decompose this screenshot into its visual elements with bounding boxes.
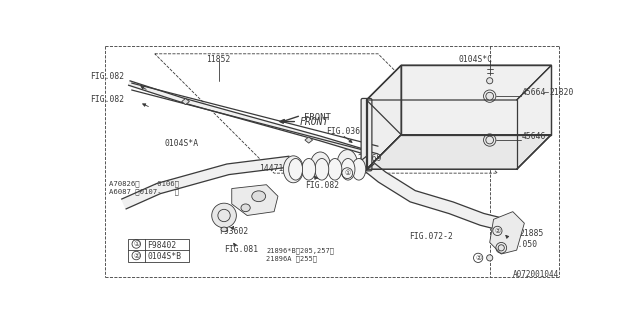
- Circle shape: [486, 136, 493, 144]
- Polygon shape: [182, 99, 189, 105]
- Polygon shape: [367, 65, 551, 100]
- Text: 45646: 45646: [522, 132, 547, 141]
- Polygon shape: [490, 212, 524, 254]
- Ellipse shape: [221, 227, 227, 232]
- Text: 11852: 11852: [207, 55, 231, 64]
- Text: ②: ②: [494, 228, 500, 234]
- Text: FIG.036: FIG.036: [326, 127, 360, 136]
- Polygon shape: [129, 81, 367, 155]
- Ellipse shape: [252, 191, 266, 202]
- FancyBboxPatch shape: [361, 99, 372, 171]
- Text: FRONT: FRONT: [300, 116, 329, 126]
- Text: ①: ①: [133, 241, 140, 247]
- Text: 0104S*A: 0104S*A: [164, 139, 199, 148]
- Ellipse shape: [241, 204, 250, 212]
- Text: A072001044: A072001044: [513, 270, 559, 279]
- Polygon shape: [401, 65, 551, 135]
- Text: FIG.072-2: FIG.072-2: [409, 232, 452, 241]
- Text: 21896*B〈205,257〉: 21896*B〈205,257〉: [266, 248, 334, 254]
- Text: A70826〈   -0106〉: A70826〈 -0106〉: [109, 181, 179, 188]
- Text: F93602: F93602: [219, 227, 248, 236]
- Circle shape: [486, 92, 493, 100]
- Polygon shape: [367, 65, 401, 169]
- Circle shape: [212, 203, 236, 228]
- Polygon shape: [232, 185, 278, 215]
- Text: FIG.082: FIG.082: [90, 95, 124, 105]
- Text: FIG.050: FIG.050: [503, 240, 537, 249]
- Text: 21869: 21869: [357, 154, 381, 163]
- Text: A6087 〈0107-   〉: A6087 〈0107- 〉: [109, 188, 179, 195]
- Text: ②: ②: [133, 252, 140, 259]
- Ellipse shape: [284, 156, 303, 183]
- Text: FRONT: FRONT: [304, 113, 331, 122]
- Text: F98402: F98402: [147, 241, 176, 250]
- Ellipse shape: [328, 158, 342, 180]
- Text: ①: ①: [344, 170, 350, 176]
- Text: 45664: 45664: [522, 88, 547, 97]
- Ellipse shape: [337, 150, 357, 177]
- Ellipse shape: [310, 152, 330, 179]
- Text: ②: ②: [475, 255, 481, 261]
- Text: 0104S*B: 0104S*B: [147, 252, 181, 261]
- Polygon shape: [355, 156, 374, 173]
- Text: 14471: 14471: [259, 164, 283, 173]
- Ellipse shape: [289, 158, 303, 180]
- Text: FIG.081: FIG.081: [224, 245, 258, 254]
- Ellipse shape: [341, 158, 355, 180]
- Text: 21820: 21820: [550, 88, 574, 97]
- Polygon shape: [122, 156, 290, 209]
- Text: —: —: [543, 88, 548, 97]
- Circle shape: [486, 78, 493, 84]
- Text: 21896A 〈255〉: 21896A 〈255〉: [266, 256, 317, 262]
- Ellipse shape: [302, 158, 316, 180]
- Text: 21885: 21885: [519, 229, 543, 238]
- Polygon shape: [367, 135, 551, 169]
- Polygon shape: [305, 137, 312, 143]
- Polygon shape: [367, 163, 499, 229]
- Ellipse shape: [315, 158, 329, 180]
- Circle shape: [486, 255, 493, 261]
- Ellipse shape: [352, 158, 365, 180]
- Circle shape: [498, 245, 504, 251]
- Bar: [128, 239, 189, 262]
- Text: FIG.082: FIG.082: [305, 181, 339, 190]
- Text: FIG.082: FIG.082: [90, 72, 124, 81]
- Text: 0104S*C: 0104S*C: [459, 55, 493, 64]
